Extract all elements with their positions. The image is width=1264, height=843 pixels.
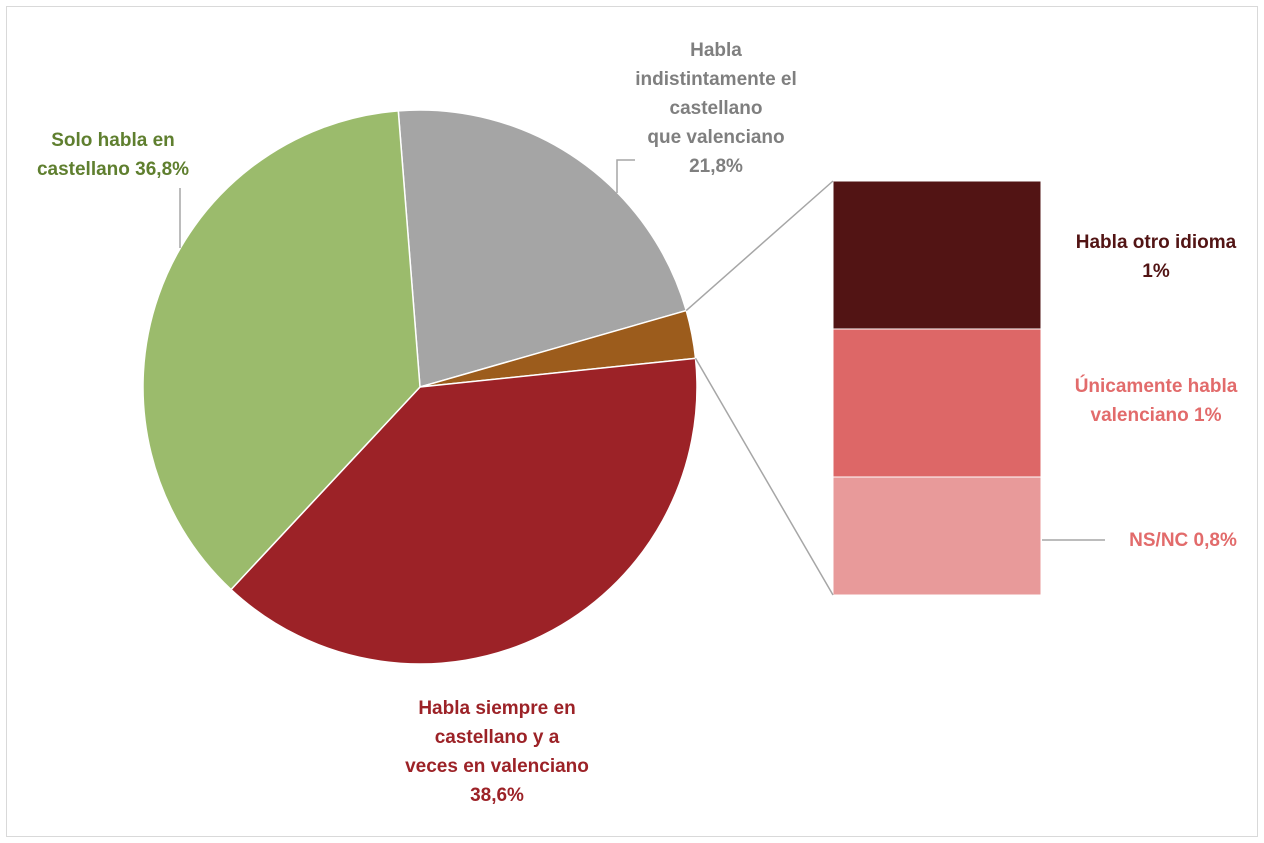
data-label-habla-indistintamente-el-castellano-que-valenciano: Habla indistintamente el castellano que val… <box>635 40 797 177</box>
connector-line-bottom <box>694 357 834 596</box>
connector-line-top <box>685 180 834 312</box>
data-label-habla-otro-idioma: Habla otro idioma 1% <box>1076 232 1237 282</box>
pie-slice-solo-habla-en-castellano <box>142 110 421 591</box>
leader-line-indistintamente <box>616 159 635 193</box>
data-label-unicamente-habla-valenciano: Únicamente habla valenciano 1% <box>1075 375 1238 426</box>
data-label-habla-siempre-en-castellano-y-a-veces-en-valenciano: Habla siempre en castellano y a veces en v… <box>405 698 589 806</box>
bar-segment-unicamente-habla-valenciano <box>832 328 1042 478</box>
bar-segment-ns-nc <box>832 476 1042 596</box>
pie-slice-habla-indistintamente-el-castellano-que-valenciano <box>397 109 688 388</box>
data-label-solo-habla-en-castellano: Solo habla en castellano 36,8% <box>37 130 189 180</box>
bar-segment-habla-otro-idioma <box>832 180 1042 330</box>
pie-slice-habla-siempre-en-castellano-y-a-veces-en-valenciano <box>229 357 698 665</box>
data-label-ns-nc: NS/NC 0,8% <box>1129 530 1237 551</box>
